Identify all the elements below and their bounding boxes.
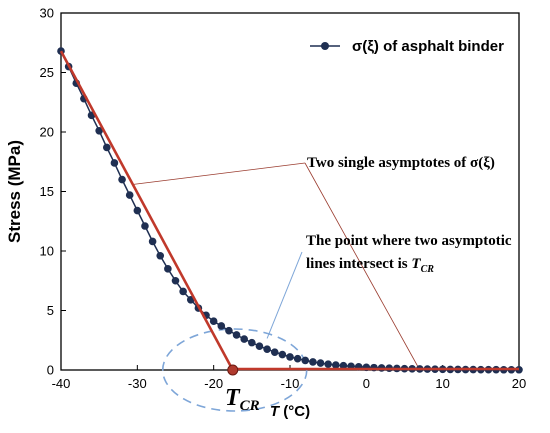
series-point	[141, 222, 149, 230]
series-point	[179, 287, 187, 296]
intersection-point	[227, 364, 239, 376]
y-tick-label: 0	[47, 363, 54, 378]
series-point	[263, 345, 271, 353]
annotation-leader-lines	[133, 162, 421, 371]
y-tick-label: 20	[40, 125, 54, 140]
series-point	[133, 206, 142, 215]
series-point	[248, 338, 256, 347]
intersection-annotation-line1: The point where two asymptotic	[306, 233, 512, 249]
asymptote-leader-flat	[304, 162, 421, 371]
asymptote-steep	[59, 50, 234, 371]
legend-entry-label: σ(ξ) of asphalt binder	[352, 38, 504, 55]
x-tick-label: -30	[128, 376, 147, 391]
y-axis-title: Stress (MPa)	[5, 140, 24, 243]
series-point	[156, 251, 165, 260]
series-point	[209, 317, 218, 326]
series-point	[255, 342, 264, 351]
series-point	[286, 353, 294, 361]
x-tick-label: -40	[52, 376, 71, 391]
y-tick-label: 5	[47, 303, 54, 318]
series-point	[232, 331, 241, 339]
series-sigma-xi	[57, 47, 523, 374]
series-point	[324, 360, 332, 368]
x-axis-title: T (°C)	[270, 403, 310, 420]
intersection-marker	[227, 364, 239, 376]
legend-marker-sample	[321, 42, 329, 50]
y-axis-ticks: 0 5 10 15 20 25 30	[40, 6, 66, 378]
series-point	[332, 361, 340, 369]
series-line	[60, 50, 519, 371]
x-tick-label: 0	[363, 376, 370, 391]
y-tick-label: 10	[40, 244, 54, 259]
series-point	[164, 265, 172, 273]
x-tick-label: 20	[512, 376, 526, 391]
asymptote-leader-steep	[133, 162, 306, 185]
series-point	[95, 127, 103, 135]
y-tick-label: 25	[40, 65, 54, 80]
series-point	[225, 326, 233, 335]
series-point	[118, 175, 126, 184]
intersection-leader	[266, 251, 303, 339]
series-point	[148, 237, 157, 246]
y-tick-label: 30	[40, 6, 54, 21]
intersection-annotation-line2: lines intersect is TCR	[306, 256, 434, 275]
asymptote-lines	[59, 50, 519, 371]
series-point	[171, 276, 180, 285]
series-point	[339, 361, 348, 370]
tcr-label: TCR	[225, 385, 260, 414]
series-point	[301, 356, 310, 365]
legend: σ(ξ) of asphalt binder	[310, 38, 504, 55]
asymptotes-annotation: Two single asymptotes of σ(ξ)	[307, 155, 495, 171]
series-point	[125, 191, 134, 199]
series-point	[316, 359, 325, 367]
x-tick-label: -20	[204, 376, 223, 391]
series-point	[110, 159, 119, 167]
x-tick-label: -10	[281, 376, 300, 391]
series-point	[217, 322, 226, 330]
y-tick-label: 15	[40, 184, 54, 199]
series-point	[293, 354, 302, 363]
series-point	[270, 348, 279, 356]
series-point	[103, 143, 111, 152]
series-point	[240, 335, 248, 343]
series-point	[278, 350, 287, 359]
x-tick-label: 10	[435, 376, 449, 391]
series-point	[309, 358, 317, 366]
